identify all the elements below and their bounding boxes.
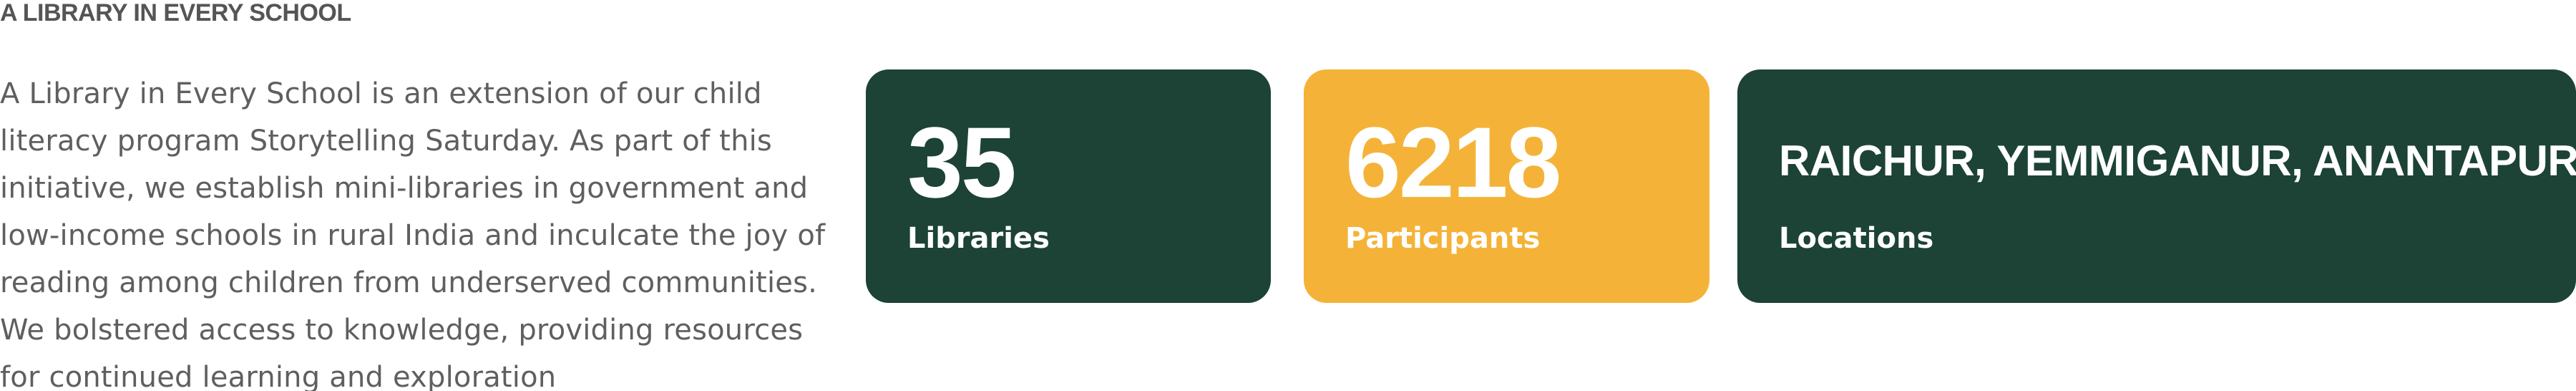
stat-card-libraries: 35 Libraries bbox=[866, 69, 1271, 303]
stat-card-participants: 6218 Participants bbox=[1304, 69, 1709, 303]
stat-label-participants: Participants bbox=[1345, 222, 1541, 255]
section-title: A LIBRARY IN EVERY SCHOOL bbox=[0, 0, 351, 26]
stat-value-participants: 6218 bbox=[1345, 106, 1561, 218]
stat-card-locations: RAICHUR, YEMMIGANUR, ANANTAPUR Locations bbox=[1737, 69, 2576, 303]
section-description: A Library in Every School is an extensio… bbox=[0, 77, 826, 391]
stat-label-locations: Locations bbox=[1779, 222, 1934, 255]
stat-value-libraries: 35 bbox=[907, 106, 1017, 218]
stat-label-libraries: Libraries bbox=[907, 222, 1050, 255]
stat-value-locations: RAICHUR, YEMMIGANUR, ANANTAPUR bbox=[1779, 137, 2576, 185]
